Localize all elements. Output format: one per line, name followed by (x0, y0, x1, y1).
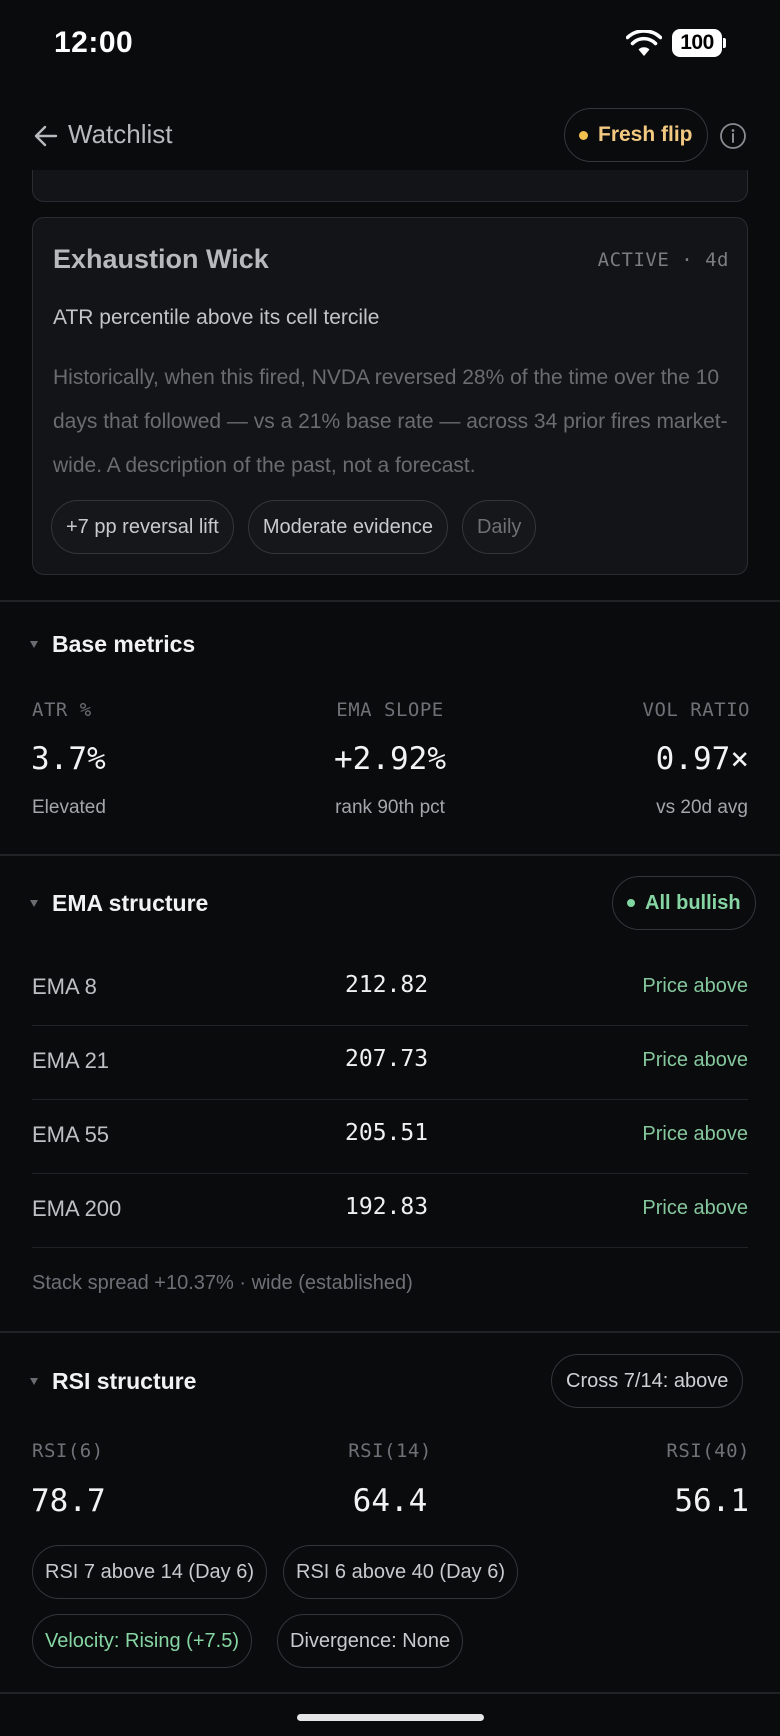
signal-status: ACTIVE · 4d (597, 249, 729, 271)
divider (0, 600, 780, 602)
ema-row: EMA 200 192.83 Price above (32, 1174, 748, 1248)
signal-title: Exhaustion Wick (53, 244, 269, 274)
all-bullish-badge: All bullish (612, 876, 756, 930)
metric-value-atr: 3.7% (31, 741, 106, 777)
fresh-flip-label: Fresh flip (598, 123, 693, 146)
top-nav: Watchlist Fresh flip (0, 100, 780, 170)
ema-row: EMA 55 205.51 Price above (32, 1100, 748, 1174)
metric-label-ema-slope: EMA SLOPE (336, 699, 444, 721)
status-bar: 12:00 100 (0, 0, 780, 90)
rsi-label: RSI(40) (666, 1440, 750, 1462)
rsi-chip: RSI 7 above 14 (Day 6) (32, 1545, 267, 1599)
section-header-rsi-structure[interactable]: RSI structure (30, 1368, 196, 1395)
ema-status: Price above (642, 975, 748, 997)
collapse-caret-icon (30, 900, 38, 907)
stack-spread-note: Stack spread +10.37% · wide (established… (32, 1272, 413, 1294)
section-header-base-metrics[interactable]: Base metrics (30, 631, 195, 658)
section-header-ema-structure[interactable]: EMA structure (30, 890, 208, 917)
collapse-caret-icon (30, 641, 38, 648)
divider (0, 1331, 780, 1333)
collapse-caret-icon (30, 1378, 38, 1385)
divider (0, 1692, 780, 1694)
ema-status: Price above (642, 1197, 748, 1219)
ema-value: 212.82 (345, 972, 429, 998)
ema-status: Price above (642, 1049, 748, 1071)
ema-name: EMA 8 (32, 974, 97, 999)
section-title: Base metrics (52, 631, 196, 657)
ema-row: EMA 8 212.82 Price above (32, 952, 748, 1026)
battery-icon: 100 (672, 29, 726, 57)
metric-note-ema-slope: rank 90th pct (335, 797, 445, 818)
ema-name: EMA 21 (32, 1048, 110, 1073)
metric-note-vol-ratio: vs 20d avg (656, 797, 748, 818)
rsi-cross-badge: Cross 7/14: above (551, 1354, 744, 1408)
status-dot-icon (579, 130, 588, 140)
signal-subtitle: ATR percentile above its cell tercile (53, 306, 380, 329)
ema-name: EMA 55 (32, 1122, 110, 1147)
ema-row: EMA 21 207.73 Price above (32, 1026, 748, 1100)
all-bullish-label: All bullish (645, 891, 741, 914)
metric-label-vol-ratio: VOL RATIO (642, 699, 750, 721)
back-arrow-icon[interactable] (32, 122, 60, 150)
rsi-value: 56.1 (674, 1483, 749, 1519)
rsi-label: RSI(6) (32, 1440, 104, 1462)
chip-timeframe: Daily (461, 500, 537, 554)
signal-description: Historically, when this fired, NVDA reve… (53, 366, 728, 477)
ema-value: 205.51 (345, 1120, 429, 1146)
chip-evidence: Moderate evidence (247, 500, 448, 554)
status-dot-icon (627, 899, 635, 907)
rsi-value: 64.4 (352, 1483, 428, 1519)
metric-value-ema-slope: +2.92% (334, 741, 446, 777)
rsi-value: 78.7 (31, 1483, 106, 1519)
ema-value: 207.73 (345, 1046, 429, 1072)
metric-note-atr: Elevated (32, 797, 106, 818)
info-icon[interactable] (719, 122, 747, 150)
back-link-watchlist[interactable]: Watchlist (68, 119, 173, 149)
chip-reversal-lift: +7 pp reversal lift (51, 500, 234, 554)
metric-value-vol-ratio: 0.97× (655, 741, 749, 777)
metric-label-atr: ATR % (32, 699, 92, 721)
rsi-velocity-chip: Velocity: Rising (+7.5) (32, 1614, 252, 1668)
section-title: EMA structure (52, 890, 209, 916)
ema-status: Price above (642, 1123, 748, 1145)
ema-name: EMA 200 (32, 1196, 122, 1221)
ema-value: 192.83 (345, 1194, 429, 1220)
signal-card-exhaustion-wick[interactable]: Exhaustion Wick ACTIVE · 4d ATR percenti… (32, 217, 748, 575)
rsi-label: RSI(14) (348, 1440, 432, 1462)
battery-level: 100 (672, 29, 722, 57)
section-title: RSI structure (52, 1368, 197, 1394)
signal-chips: +7 pp reversal lift Moderate evidence Da… (51, 500, 537, 554)
wifi-icon (626, 30, 662, 56)
home-indicator[interactable] (297, 1714, 484, 1721)
fresh-flip-badge[interactable]: Fresh flip (564, 108, 708, 162)
rsi-divergence-chip: Divergence: None (277, 1614, 464, 1668)
status-time: 12:00 (54, 26, 134, 59)
divider (0, 854, 780, 856)
rsi-chip: RSI 6 above 40 (Day 6) (283, 1545, 518, 1599)
